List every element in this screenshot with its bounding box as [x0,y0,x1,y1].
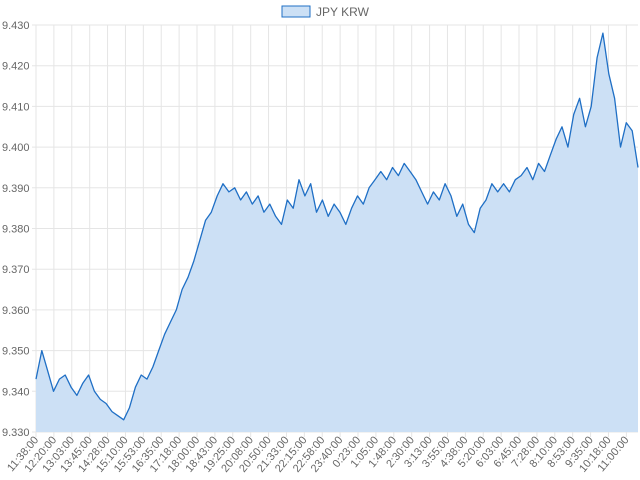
y-tick-label: 9.350 [2,346,30,358]
legend-label-jpy-krw: JPY KRW [316,5,370,19]
series-area-fill [36,33,638,432]
legend[interactable]: JPY KRW [281,5,370,19]
y-tick-label: 9.360 [2,305,30,317]
y-tick-label: 9.340 [2,386,30,398]
y-tick-label: 9.370 [2,264,30,276]
y-tick-label: 9.420 [2,61,30,73]
series-line-jpy-krw [35,32,639,421]
y-tick-label: 9.400 [2,142,30,154]
y-axis-ticks: 9.430 9.420 9.410 9.400 9.390 9.380 9.370 9.360… [2,20,30,439]
y-tick-label: 9.330 [2,427,30,439]
series-area [35,32,639,432]
y-tick-label: 9.380 [2,224,30,236]
y-tick-label: 9.430 [2,20,30,32]
legend-swatch [281,5,311,18]
x-axis-ticks: 11:38:0012:20:0013:03:0013:45:0014:28:00… [5,434,632,475]
y-tick-label: 9.410 [2,101,30,113]
y-tick-label: 9.390 [2,183,30,195]
